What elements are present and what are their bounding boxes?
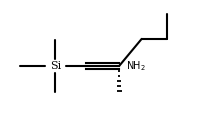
Text: Si: Si bbox=[50, 61, 61, 71]
Text: NH$_2$: NH$_2$ bbox=[126, 59, 146, 73]
